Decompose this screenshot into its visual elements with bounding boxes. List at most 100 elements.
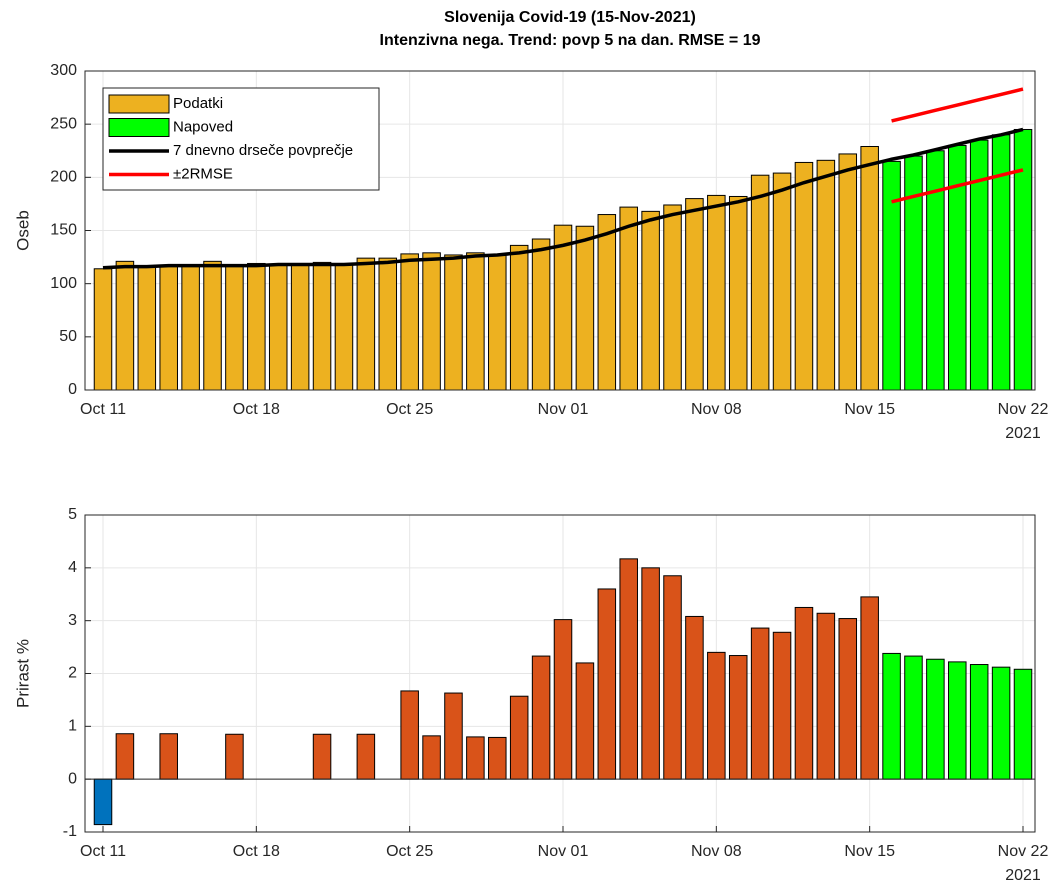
- x-tick-label: Nov 22: [998, 401, 1049, 418]
- bar: [531, 655, 551, 780]
- x-tick-label: Nov 01: [538, 401, 589, 418]
- bar: [750, 627, 770, 780]
- bar: [707, 651, 726, 780]
- x-tick-label: Oct 18: [233, 843, 280, 860]
- bar: [926, 150, 945, 391]
- bar: [641, 210, 660, 391]
- bar: [991, 666, 1011, 780]
- x-tick-label: Nov 15: [844, 843, 895, 860]
- bar: [422, 252, 441, 391]
- x-year-label: 2021: [1005, 867, 1041, 884]
- y-tick-label: 5: [68, 506, 77, 523]
- x-tick-label: Oct 11: [80, 401, 126, 418]
- line: [891, 168, 1024, 204]
- bar: [969, 664, 989, 780]
- legend-swatch: [108, 94, 170, 114]
- legend-label: Napoved: [173, 118, 233, 135]
- bar: [575, 662, 595, 780]
- bar: [794, 606, 814, 780]
- y-tick-label: 150: [50, 222, 77, 239]
- bar: [137, 266, 157, 391]
- bar: [115, 260, 135, 391]
- bar: [816, 159, 836, 391]
- y-tick-label: -1: [63, 823, 77, 840]
- bar: [159, 733, 178, 780]
- bar: [488, 254, 507, 391]
- bar: [750, 174, 770, 391]
- bar: [597, 214, 617, 391]
- bar: [444, 254, 463, 391]
- bar: [772, 631, 792, 780]
- bar: [772, 172, 792, 391]
- y-tick-label: 1: [68, 718, 77, 735]
- bar: [181, 265, 200, 391]
- bar: [794, 161, 814, 391]
- x-tick-label: Nov 08: [691, 401, 742, 418]
- bar: [707, 194, 726, 391]
- bar: [728, 655, 748, 780]
- x-year-label: 2021: [1005, 425, 1041, 442]
- bar: [312, 261, 332, 391]
- bar: [488, 736, 507, 780]
- bar: [882, 160, 901, 391]
- y-tick-label: 250: [50, 115, 77, 132]
- bar: [948, 661, 967, 780]
- y-tick-label: 300: [50, 62, 77, 79]
- chart-subtitle: Intenzivna nega. Trend: povp 5 na dan. R…: [380, 32, 761, 49]
- bar: [422, 735, 441, 780]
- bar: [531, 238, 551, 391]
- bar: [860, 596, 879, 780]
- bar: [619, 206, 638, 391]
- x-tick-label: Nov 08: [691, 843, 742, 860]
- bar: [597, 588, 617, 780]
- bar: [466, 736, 485, 780]
- bar: [312, 733, 332, 780]
- bar: [290, 264, 310, 391]
- bar: [904, 155, 923, 391]
- bar: [400, 253, 419, 391]
- bar: [444, 692, 463, 780]
- bar: [838, 153, 858, 391]
- legend-label: Podatki: [173, 95, 223, 112]
- y-tick-label: 50: [59, 328, 77, 345]
- x-tick-label: Oct 25: [386, 843, 433, 860]
- bar: [641, 567, 660, 780]
- bar: [509, 244, 529, 391]
- line: [102, 127, 1024, 270]
- y-tick-label: 200: [50, 169, 77, 186]
- bar: [378, 257, 398, 391]
- y-tick-label: 3: [68, 612, 77, 629]
- y-axis-label: Prirast %: [13, 639, 32, 708]
- x-tick-label: Nov 01: [538, 843, 589, 860]
- chart-title: Slovenija Covid-19 (15-Nov-2021): [444, 9, 696, 26]
- bar: [225, 733, 244, 780]
- bar: [115, 733, 135, 780]
- bar: [400, 690, 419, 780]
- bar: [268, 264, 288, 391]
- x-tick-label: Oct 11: [80, 843, 126, 860]
- bar: [882, 652, 901, 780]
- bar: [509, 695, 529, 780]
- bar: [356, 733, 376, 780]
- bar: [1013, 128, 1033, 391]
- bar: [816, 612, 836, 780]
- legend-label: ±2RMSE: [173, 165, 233, 182]
- y-tick-label: 4: [68, 559, 77, 576]
- legend-swatch: [108, 118, 170, 137]
- bar: [203, 260, 222, 391]
- bar: [575, 225, 595, 391]
- bar: [247, 262, 266, 391]
- bar: [553, 619, 573, 780]
- axes-frame: [84, 70, 1036, 391]
- line: [891, 87, 1024, 123]
- y-tick-label: 100: [50, 275, 77, 292]
- bar: [663, 575, 682, 780]
- bar: [334, 264, 354, 391]
- bar: [93, 778, 113, 826]
- bar: [466, 252, 485, 391]
- legend-label: 7 dnevno drseče povprečje: [173, 142, 353, 159]
- bar: [225, 264, 244, 391]
- bar: [1013, 668, 1033, 780]
- bar: [860, 145, 879, 391]
